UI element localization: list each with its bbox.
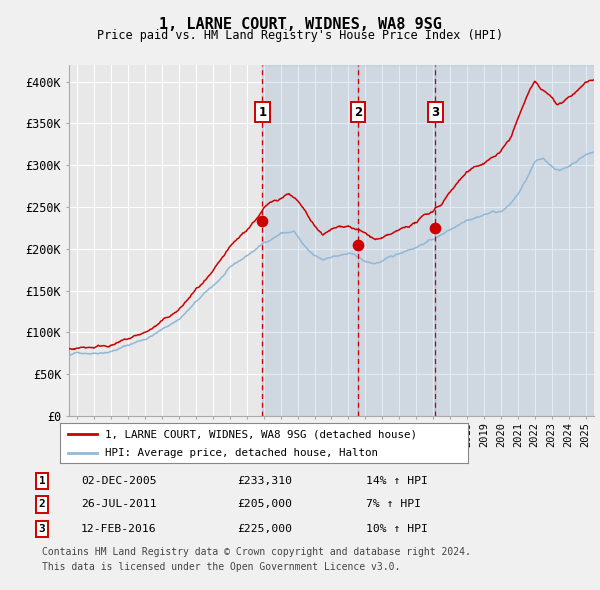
Text: HPI: Average price, detached house, Halton: HPI: Average price, detached house, Halt… [105,448,378,458]
Bar [435,65,594,416]
Text: 2: 2 [38,500,46,509]
Text: 02-DEC-2005: 02-DEC-2005 [81,476,157,486]
Text: Contains HM Land Registry data © Crown copyright and database right 2024.: Contains HM Land Registry data © Crown c… [42,547,471,557]
Text: 26-JUL-2011: 26-JUL-2011 [81,500,157,509]
Text: 1: 1 [38,476,46,486]
Point [430,223,440,232]
Text: 3: 3 [431,106,439,119]
Text: 1, LARNE COURT, WIDNES, WA8 9SG (detached house): 1, LARNE COURT, WIDNES, WA8 9SG (detache… [105,430,417,440]
Text: This data is licensed under the Open Government Licence v3.0.: This data is licensed under the Open Gov… [42,562,400,572]
Bar [358,65,435,416]
Text: 14% ↑ HPI: 14% ↑ HPI [366,476,428,486]
Text: 7% ↑ HPI: 7% ↑ HPI [366,500,421,509]
Text: £205,000: £205,000 [237,500,292,509]
Text: Price paid vs. HM Land Registry's House Price Index (HPI): Price paid vs. HM Land Registry's House … [97,30,503,42]
Point [353,240,363,250]
Text: 3: 3 [38,525,46,534]
Text: £233,310: £233,310 [237,476,292,486]
Text: 1: 1 [259,106,266,119]
Point [257,216,267,225]
Bar [262,65,358,416]
Text: 12-FEB-2016: 12-FEB-2016 [81,525,157,534]
Text: 1, LARNE COURT, WIDNES, WA8 9SG: 1, LARNE COURT, WIDNES, WA8 9SG [158,17,442,31]
Text: 10% ↑ HPI: 10% ↑ HPI [366,525,428,534]
Text: 2: 2 [354,106,362,119]
Text: £225,000: £225,000 [237,525,292,534]
